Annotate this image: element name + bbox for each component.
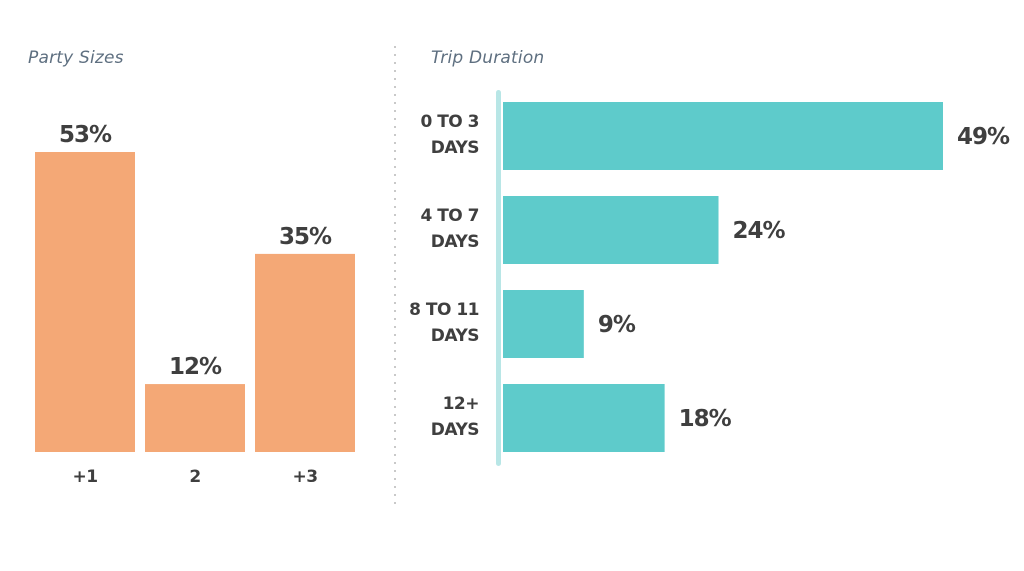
trip-duration-value-label-0: 49% bbox=[957, 124, 1010, 150]
trip-duration-value-label-3: 18% bbox=[679, 406, 732, 432]
trip-duration-bar-0 bbox=[503, 102, 943, 170]
party-sizes-title: Party Sizes bbox=[28, 48, 124, 68]
party-size-value-label-2: 35% bbox=[279, 224, 332, 250]
trip-duration-bar-1 bbox=[503, 196, 719, 264]
trip-duration-value-label-1: 24% bbox=[733, 218, 786, 244]
party-size-bar-0 bbox=[35, 152, 135, 452]
trip-duration-category-label-3: 12+ DAYS bbox=[431, 394, 479, 440]
party-size-category-label-0: +1 bbox=[72, 467, 97, 487]
party-size-category-label-1: 2 bbox=[189, 467, 200, 487]
trip-duration-bar-3 bbox=[503, 384, 665, 452]
trip-duration-axis-line bbox=[496, 90, 501, 466]
trip-duration-title: Trip Duration bbox=[431, 48, 545, 68]
trip-duration-category-label-2: 8 TO 11 DAYS bbox=[409, 300, 479, 346]
trip-duration-category-label-1: 4 TO 7 DAYS bbox=[420, 206, 479, 252]
trip-duration-category-label-0: 0 TO 3 DAYS bbox=[420, 112, 479, 158]
party-size-value-label-1: 12% bbox=[169, 354, 222, 380]
party-size-category-label-2: +3 bbox=[292, 467, 317, 487]
trip-duration-value-label-2: 9% bbox=[598, 312, 636, 338]
party-size-bar-2 bbox=[255, 253, 355, 452]
party-size-value-label-0: 53% bbox=[59, 122, 112, 148]
trip-duration-bar-2 bbox=[503, 290, 584, 358]
party-sizes-chart: 53% +1 12% 2 35% +3 bbox=[35, 122, 355, 487]
party-size-bar-1 bbox=[145, 384, 245, 452]
trip-duration-chart: 49% 0 TO 3 DAYS 24% 4 TO 7 DAYS 9% 8 TO 11 DAYS 1… bbox=[409, 90, 1011, 466]
